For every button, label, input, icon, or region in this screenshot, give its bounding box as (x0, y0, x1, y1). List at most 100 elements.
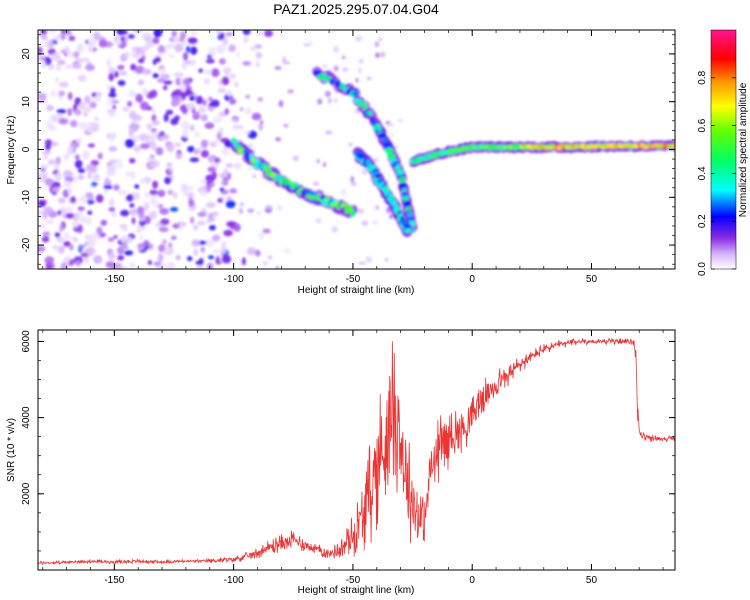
heatmap-cell (355, 77, 359, 83)
heatmap-cell (203, 78, 210, 85)
heatmap-cell (267, 255, 273, 260)
heatmap-cell (77, 74, 87, 82)
heatmap-cell (38, 92, 47, 102)
heatmap-cell (333, 97, 339, 104)
heatmap-cell (385, 258, 389, 262)
heatmap-cell (187, 256, 193, 262)
heatmap-cell (121, 245, 129, 250)
heatmap-cell (315, 217, 322, 224)
heatmap-cell (381, 138, 389, 143)
heatmap-cell (247, 208, 255, 213)
heatmap-cell (130, 170, 136, 180)
heatmap-cell (166, 144, 175, 153)
heatmap-cell (108, 251, 116, 261)
heatmap-cell (200, 246, 205, 253)
heatmap-cell (147, 260, 152, 266)
heatmap-cell (97, 152, 103, 160)
heatmap-cell (158, 244, 166, 253)
heatmap-cell (51, 186, 61, 193)
heatmap-cell (248, 143, 253, 148)
heatmap-cell (402, 191, 408, 197)
heatmap-cell (242, 30, 251, 36)
heatmap-cell (151, 120, 160, 126)
heatmap-cell (159, 208, 170, 215)
heatmap-cell (324, 90, 331, 98)
heatmap-cell (109, 87, 116, 94)
heatmap-cell (210, 99, 220, 108)
heatmap-cell (117, 255, 125, 261)
heatmap-cell (205, 202, 216, 208)
heatmap-cell (132, 49, 137, 56)
heatmap-cell (180, 120, 190, 130)
heatmap-cell (198, 106, 206, 114)
heatmap-cell (139, 143, 150, 150)
snr-plot-area (38, 330, 675, 570)
heatmap-cell (186, 45, 190, 53)
heatmap-cell (208, 96, 213, 102)
heatmap-cell (125, 194, 134, 202)
heatmap-cell (244, 130, 251, 135)
heatmap-cell (85, 164, 95, 172)
heatmap-cell (185, 90, 194, 95)
heatmap-cell (58, 90, 66, 97)
heatmap-cell (127, 100, 133, 107)
heatmap-cell (278, 100, 284, 108)
heatmap-cell (96, 226, 103, 235)
heatmap-cell (75, 260, 81, 267)
heatmap-cell (159, 136, 164, 142)
heatmap-cell (72, 174, 78, 184)
heatmap-cell (124, 250, 134, 256)
heatmap-cell (170, 235, 177, 241)
heatmap-cell (231, 73, 236, 80)
heatmap-cell (44, 256, 55, 265)
heatmap-cell (200, 179, 206, 185)
heatmap-cell (137, 58, 145, 64)
heatmap-track-main-descending (228, 137, 358, 218)
heatmap-cell (142, 31, 152, 39)
heatmap-cell (134, 184, 140, 189)
heatmap-cell (106, 109, 116, 114)
heatmap-cell (195, 95, 203, 105)
heatmap-cell (41, 236, 50, 243)
heatmap-cell (165, 44, 176, 49)
heatmap-cell (56, 63, 61, 71)
heatmap-cell (321, 64, 328, 69)
heatmap-cell (106, 98, 116, 106)
heatmap-cell (157, 264, 163, 269)
heatmap-cell (172, 192, 178, 199)
heatmap-cell (114, 39, 122, 46)
colorbar-tick-label: 0.6 (697, 118, 708, 132)
x-tick-label: -50 (346, 575, 361, 586)
heatmap-cell (67, 92, 73, 101)
heatmap-cell (69, 243, 74, 251)
heatmap-cell (397, 118, 404, 123)
heatmap-cell (66, 146, 74, 156)
heatmap-cell (187, 37, 198, 44)
heatmap-cell (131, 217, 136, 225)
heatmap-cell (157, 253, 164, 262)
heatmap-cell (401, 220, 410, 227)
heatmap-cell (112, 104, 117, 111)
heatmap-cell (236, 124, 244, 130)
heatmap-cell (359, 58, 364, 64)
heatmap-cell (87, 44, 94, 53)
heatmap-cell (147, 157, 155, 163)
heatmap-cell (152, 180, 159, 189)
heatmap-cell (39, 164, 49, 169)
heatmap-cell (45, 121, 52, 128)
heatmap-cell (380, 51, 386, 58)
heatmap-cell (86, 217, 93, 226)
heatmap-cell (206, 179, 212, 186)
heatmap-cell (115, 164, 124, 169)
heatmap-cell (77, 206, 85, 211)
heatmap-cell (166, 262, 176, 269)
heatmap-cell (340, 188, 347, 196)
heatmap-cell (250, 45, 258, 52)
heatmap-cell (226, 221, 236, 228)
heatmap-cell (179, 36, 185, 42)
heatmap-cell (213, 249, 221, 254)
heatmap-cell (64, 231, 69, 240)
heatmap-cell (70, 196, 76, 203)
heatmap-cell (152, 37, 160, 44)
heatmap-cell (129, 203, 135, 208)
